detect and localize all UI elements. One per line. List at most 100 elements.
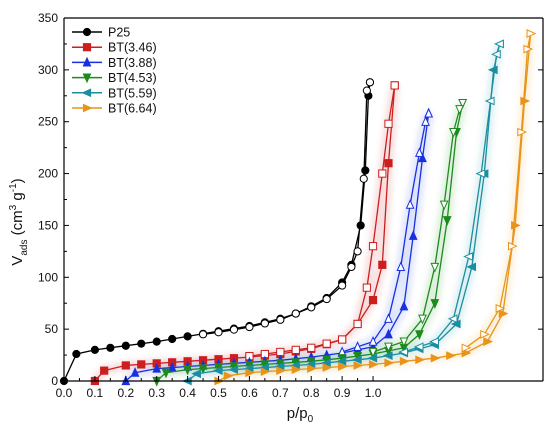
- data-point: [183, 365, 192, 376]
- data-point: [137, 360, 146, 369]
- y-tick-label: 300: [38, 63, 58, 77]
- data-point: [368, 360, 379, 369]
- axes: 0.0 0.1 0.2 0.3 0.4 0.5 0.6 0.7 0.8 0.9 1.0 0 50 100 1…: [38, 11, 544, 400]
- x-tick-label: 0.4: [179, 386, 196, 400]
- y-tick-label: 150: [38, 218, 58, 232]
- data-point: [368, 242, 378, 251]
- data-point: [365, 78, 375, 87]
- x-tick-label: 0.3: [148, 386, 165, 400]
- data-point: [418, 314, 427, 325]
- data-point: [408, 230, 418, 240]
- data-point: [495, 304, 506, 313]
- curve-highlight-layer: [91, 32, 536, 385]
- data-point: [307, 343, 316, 352]
- desorption-line: [341, 113, 430, 353]
- data-point: [491, 49, 501, 59]
- data-point: [291, 365, 302, 374]
- data-point: [511, 221, 521, 230]
- data-point: [121, 361, 130, 370]
- legend-label: BT(5.59): [108, 86, 157, 100]
- data-point: [82, 43, 92, 52]
- data-point: [353, 341, 362, 351]
- legend-entry: BT(3.88): [72, 56, 157, 70]
- legend-label: BT(3.46): [108, 41, 157, 55]
- data-point: [152, 337, 161, 346]
- data-point: [430, 262, 440, 273]
- data-point: [415, 147, 424, 157]
- data-point: [475, 169, 486, 178]
- data-point: [322, 339, 331, 348]
- data-point: [223, 371, 234, 381]
- data-point: [396, 261, 406, 272]
- legend-label: BT(6.64): [108, 102, 157, 116]
- data-point: [368, 347, 378, 358]
- data-point: [353, 361, 364, 370]
- data-point: [384, 342, 393, 353]
- data-point: [321, 358, 331, 368]
- data-point: [214, 328, 223, 337]
- data-point: [291, 309, 300, 318]
- data-point: [368, 296, 378, 305]
- data-point: [507, 241, 518, 251]
- data-point: [276, 366, 286, 376]
- legend-entry: BT(3.46): [72, 41, 157, 55]
- data-point: [347, 262, 356, 272]
- data-point: [384, 358, 395, 368]
- data-point: [353, 247, 362, 256]
- x-tick-label: 0.6: [241, 386, 258, 400]
- data-point: [446, 351, 456, 360]
- data-point: [382, 351, 393, 360]
- data-point: [260, 319, 269, 328]
- data-point: [430, 299, 440, 309]
- data-point: [338, 335, 347, 344]
- data-point: [351, 355, 362, 365]
- series-P25: [59, 78, 375, 386]
- data-point: [229, 325, 239, 334]
- data-point: [367, 353, 378, 363]
- data-point: [466, 262, 477, 272]
- data-point: [399, 300, 409, 311]
- data-point: [384, 119, 393, 128]
- data-point: [336, 356, 347, 366]
- x-tick-label: 0.8: [303, 386, 320, 400]
- data-point: [82, 103, 93, 113]
- y-tick-label: 0: [51, 374, 58, 388]
- legend-label: P25: [108, 26, 130, 40]
- data-point: [362, 86, 371, 95]
- data-point: [480, 329, 490, 339]
- data-point: [82, 27, 92, 37]
- data-point: [167, 361, 177, 372]
- axis-titles: p/p0 Vads (cm3 g-1): [8, 178, 314, 425]
- data-point: [72, 349, 81, 359]
- data-point: [161, 368, 171, 379]
- x-tick-label: 0.9: [334, 386, 351, 400]
- data-point: [442, 216, 452, 226]
- data-point: [378, 260, 387, 269]
- data-point: [212, 366, 223, 376]
- legend-label: BT(4.53): [108, 71, 157, 85]
- data-point: [494, 39, 504, 49]
- data-point: [183, 332, 192, 341]
- y-tick-label: 200: [38, 167, 58, 181]
- data-point: [359, 174, 368, 183]
- x-tick-label: 0.7: [272, 386, 289, 400]
- data-point: [463, 252, 473, 261]
- data-point: [353, 319, 362, 329]
- data-point: [418, 152, 427, 163]
- data-point: [484, 96, 495, 106]
- legend-entry: BT(4.53): [72, 71, 157, 85]
- data-point: [276, 315, 285, 324]
- series-BT(5.59): [181, 39, 504, 386]
- data-point: [168, 334, 177, 344]
- data-point: [399, 356, 410, 366]
- data-point: [322, 363, 333, 372]
- data-point: [191, 369, 201, 379]
- data-point: [526, 29, 537, 38]
- data-point: [307, 364, 317, 373]
- legend-label: BT(3.88): [108, 56, 157, 70]
- data-point: [429, 337, 439, 346]
- data-point: [130, 367, 140, 377]
